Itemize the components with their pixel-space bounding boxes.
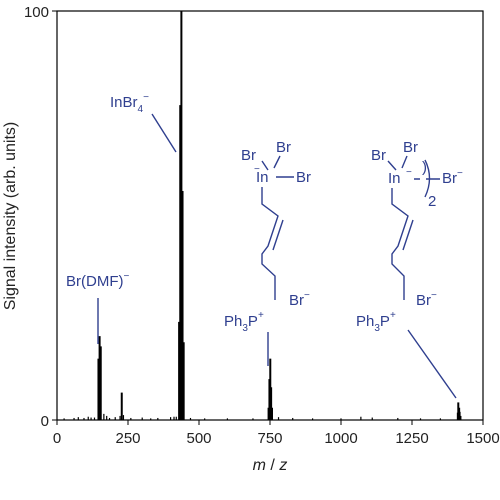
s2-paren: ) xyxy=(422,159,427,176)
svg-text:Br(DMF)−: Br(DMF)− xyxy=(66,271,129,290)
ann-inbr4-leader xyxy=(151,113,177,153)
s1-chain xyxy=(261,187,279,300)
s2-in: In xyxy=(388,170,401,187)
s1-bonds xyxy=(261,155,294,178)
s2-br-right: Br− xyxy=(442,168,463,187)
s2-minus: − xyxy=(406,167,412,178)
x-axis-label: m / z xyxy=(253,457,288,474)
x-tick-label-2: 500 xyxy=(186,430,211,447)
y-ticks: 0 100 xyxy=(24,4,57,430)
y-axis-label: Signal intensity (arb. units) xyxy=(2,122,19,311)
ann-brdmf-text: Br(DMF) xyxy=(66,273,123,290)
s1-minus: − xyxy=(254,164,260,175)
s1-br-left: Br xyxy=(241,147,256,164)
x-tick-label-6: 1500 xyxy=(466,430,499,447)
s2-paren-sub: 2 xyxy=(428,193,436,210)
y-tick-label-1: 100 xyxy=(24,4,49,21)
s1-br-right: Br xyxy=(296,169,311,186)
s2-leader xyxy=(407,329,457,399)
x-axis-label-slash: / xyxy=(266,457,279,474)
y-tick-label-0: 0 xyxy=(41,413,49,430)
s2-ph3p: Ph3P+ xyxy=(356,310,396,334)
x-tick-label-4: 1000 xyxy=(324,430,357,447)
x-tick-label-0: 0 xyxy=(53,430,61,447)
x-tick-label-1: 250 xyxy=(115,430,140,447)
s1-double-bond xyxy=(272,219,284,251)
x-axis-label-m: m xyxy=(253,457,266,474)
s2-paren-line xyxy=(424,159,431,198)
s1-ph3p: Ph3P+ xyxy=(224,310,264,334)
structure-1: Br − Br In Br Ph3P+ Br− xyxy=(224,139,311,366)
x-tick-label-5: 1250 xyxy=(395,430,428,447)
ann-inbr4-sub: 4 xyxy=(138,104,144,115)
s2-counter-ion: Br− xyxy=(416,290,437,309)
s1-br-top: Br xyxy=(276,139,291,156)
s1-counter-ion: Br− xyxy=(289,290,310,309)
s1-in: In xyxy=(256,169,269,186)
annotation-brdmf: Br(DMF)− xyxy=(66,271,129,344)
x-tick-label-3: 750 xyxy=(257,430,282,447)
ann-inbr4-text: InBr xyxy=(110,94,138,111)
svg-text:InBr4−: InBr4− xyxy=(110,92,149,115)
x-ticks: 0 250 500 750 1000 1250 1500 xyxy=(53,420,500,447)
ann-brdmf-sup: − xyxy=(123,271,129,282)
s2-bonds xyxy=(387,155,440,180)
s2-chain xyxy=(391,188,409,300)
s2-double-bond xyxy=(402,219,414,251)
annotation-inbr4: InBr4− xyxy=(110,92,177,153)
s2-br-left: Br xyxy=(371,147,386,164)
ann-inbr4-sup: − xyxy=(143,92,149,103)
s2-br-top: Br xyxy=(403,139,418,156)
peak-series xyxy=(63,11,462,420)
x-axis-label-z: z xyxy=(278,457,287,474)
structure-2: Br Br In − Br− ) 2 Ph3P+ Br− xyxy=(356,139,463,399)
